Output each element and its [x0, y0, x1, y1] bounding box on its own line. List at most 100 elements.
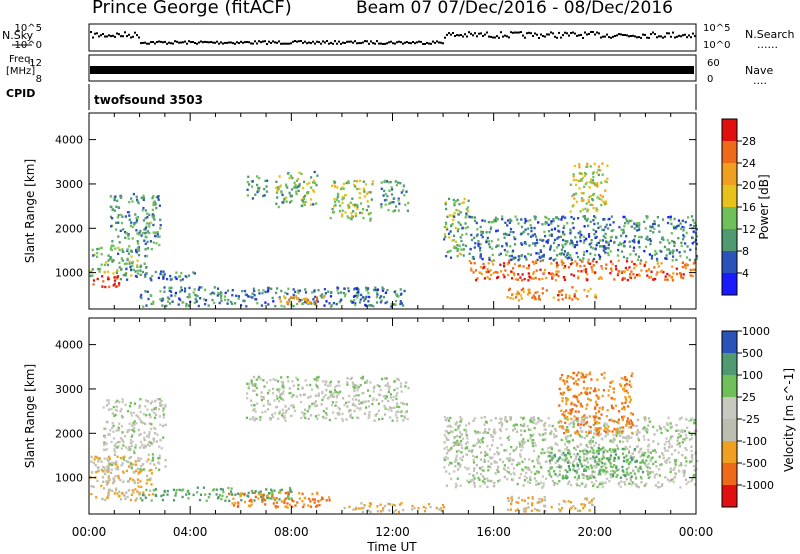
- echo-cell: [512, 459, 515, 462]
- echo-cell: [257, 491, 260, 494]
- echo-cell: [168, 286, 171, 290]
- echo-cell: [527, 428, 530, 431]
- echo-cell: [558, 387, 561, 391]
- echo-cell: [563, 276, 566, 279]
- echo-cell: [395, 397, 398, 401]
- echo-cell: [529, 475, 532, 479]
- echo-cell: [670, 222, 673, 225]
- echo-cell: [361, 510, 364, 514]
- echo-cell: [490, 433, 493, 437]
- echo-cell: [110, 407, 113, 411]
- echo-cell: [402, 419, 405, 422]
- echo-cell: [375, 295, 378, 299]
- echo-cell: [683, 429, 687, 433]
- echo-cell: [351, 197, 354, 200]
- echo-cell: [394, 509, 397, 512]
- echo-cell: [617, 418, 620, 421]
- echo-cell: [572, 420, 575, 423]
- echo-cell: [289, 174, 292, 177]
- echo-cell: [693, 221, 696, 225]
- echo-cell: [504, 419, 507, 422]
- echo-cell: [556, 482, 559, 485]
- noise-sample: [394, 42, 396, 45]
- echo-cell: [593, 465, 596, 468]
- echo-cell: [404, 411, 408, 414]
- echo-cell: [509, 473, 513, 476]
- echo-cell: [160, 399, 163, 403]
- noise-sample: [116, 32, 118, 35]
- echo-cell: [531, 296, 534, 299]
- echo-cell: [470, 479, 473, 482]
- echo-cell: [548, 257, 551, 260]
- noise-sample: [428, 42, 430, 45]
- echo-cell: [595, 243, 598, 247]
- echo-cell: [151, 453, 154, 456]
- echo-cell: [468, 472, 471, 476]
- echo-cell: [541, 254, 544, 258]
- echo-cell: [118, 490, 121, 493]
- noise-sample: [542, 35, 544, 37]
- echo-cell: [679, 222, 682, 225]
- echo-cell: [166, 489, 169, 493]
- echo-cell: [333, 198, 336, 201]
- noise-sample: [544, 35, 546, 38]
- echo-cell: [335, 396, 338, 399]
- echo-cell: [347, 289, 350, 293]
- echo-cell: [145, 399, 148, 402]
- echo-cell: [519, 416, 522, 419]
- echo-cell: [651, 225, 654, 229]
- echo-cell: [159, 218, 162, 221]
- echo-cell: [341, 417, 344, 421]
- echo-cell: [303, 412, 306, 415]
- echo-cell: [145, 482, 148, 485]
- echo-cell: [259, 492, 262, 496]
- echo-cell: [295, 186, 298, 189]
- echo-cell: [490, 462, 493, 465]
- echo-cell: [105, 448, 108, 451]
- echo-cell: [522, 438, 525, 441]
- echo-cell: [590, 481, 594, 484]
- echo-cell: [577, 217, 580, 220]
- echo-cell: [272, 300, 275, 303]
- echo-cell: [589, 426, 592, 429]
- echo-cell: [575, 471, 579, 474]
- echo-cell: [684, 433, 688, 437]
- echo-cell: [447, 438, 450, 442]
- noise-sample: [126, 35, 128, 38]
- echo-cell: [525, 258, 528, 261]
- echo-cell: [270, 488, 273, 491]
- echo-cell: [564, 255, 567, 259]
- echo-cell: [595, 430, 598, 433]
- echo-cell: [631, 431, 634, 435]
- echo-cell: [650, 275, 653, 279]
- echo-cell: [444, 221, 448, 225]
- echo-cell: [466, 206, 469, 209]
- echo-cell: [311, 291, 314, 294]
- echo-cell: [246, 382, 249, 385]
- noise-sample: [94, 32, 96, 35]
- echo-cell: [538, 509, 541, 512]
- echo-cell: [336, 286, 339, 289]
- echo-cell: [597, 241, 600, 245]
- echo-cell: [323, 304, 326, 307]
- echo-cell: [601, 239, 604, 242]
- echo-cell: [127, 234, 130, 237]
- echo-cell: [543, 428, 546, 431]
- echo-cell: [168, 302, 172, 305]
- echo-cell: [590, 194, 593, 198]
- echo-cell: [525, 507, 528, 510]
- echo-cell: [131, 225, 134, 229]
- echo-cell: [604, 189, 607, 192]
- echo-cell: [482, 262, 485, 266]
- echo-cell: [456, 442, 459, 445]
- echo-cell: [129, 265, 132, 269]
- noise-sample: [658, 35, 660, 38]
- echo-cell: [374, 288, 377, 292]
- echo-cell: [543, 268, 547, 272]
- echo-cell: [398, 503, 402, 506]
- echo-cell: [613, 398, 616, 401]
- echo-cell: [597, 397, 600, 400]
- echo-cell: [383, 413, 387, 416]
- echo-cell: [618, 226, 621, 229]
